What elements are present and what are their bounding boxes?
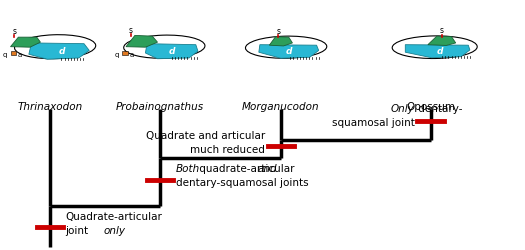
Text: d: d — [286, 47, 292, 56]
Text: joint: joint — [66, 225, 92, 235]
Polygon shape — [126, 36, 158, 48]
Text: squamosal joint: squamosal joint — [332, 118, 415, 128]
Text: s: s — [276, 27, 280, 36]
Text: Morganucodon: Morganucodon — [242, 101, 320, 111]
Polygon shape — [405, 46, 470, 59]
Polygon shape — [428, 37, 456, 46]
Text: only: only — [103, 225, 125, 235]
Text: Both: Both — [176, 164, 200, 174]
Text: Quadrate and articular: Quadrate and articular — [146, 131, 265, 140]
Text: s: s — [129, 26, 133, 35]
Ellipse shape — [392, 37, 477, 59]
Text: s: s — [440, 26, 444, 35]
Polygon shape — [29, 44, 89, 60]
Text: s: s — [12, 26, 16, 36]
Text: Opossum: Opossum — [406, 101, 455, 111]
Polygon shape — [269, 38, 292, 47]
Polygon shape — [145, 44, 198, 60]
Text: d: d — [58, 47, 65, 56]
Polygon shape — [10, 38, 40, 48]
Polygon shape — [259, 46, 319, 59]
Text: much reduced: much reduced — [190, 144, 265, 154]
Text: Only: Only — [391, 104, 415, 114]
Text: d: d — [169, 47, 175, 56]
Text: Probainognathus: Probainognathus — [116, 101, 204, 111]
Text: a: a — [130, 52, 134, 58]
Ellipse shape — [246, 37, 327, 59]
Bar — [122, 52, 128, 56]
Text: Quadrate-articular: Quadrate-articular — [66, 211, 163, 221]
Ellipse shape — [15, 36, 96, 60]
Text: d: d — [437, 46, 443, 56]
Text: Thrinaxodon: Thrinaxodon — [17, 101, 82, 111]
Text: quadrate-articular: quadrate-articular — [196, 164, 298, 174]
Text: a: a — [18, 52, 22, 58]
Bar — [10, 52, 16, 56]
Text: and: and — [258, 164, 277, 174]
Text: q: q — [3, 52, 7, 58]
Ellipse shape — [124, 36, 205, 59]
Text: dentary-: dentary- — [415, 104, 462, 114]
Text: q: q — [115, 52, 119, 58]
Text: dentary-squamosal joints: dentary-squamosal joints — [176, 178, 309, 188]
